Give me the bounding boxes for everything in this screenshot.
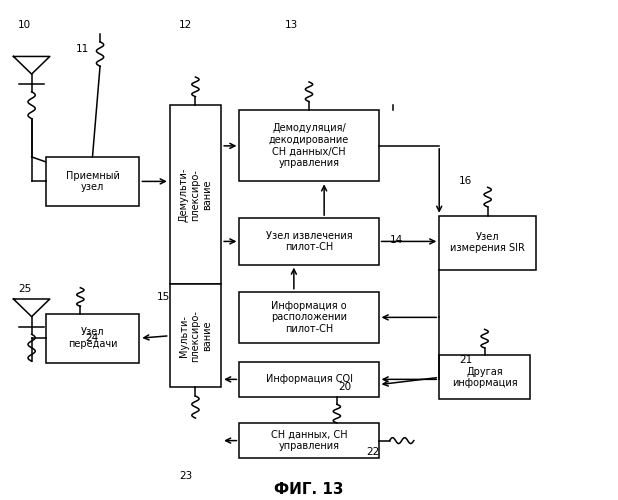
Text: Другая
информация: Другая информация [452,366,517,388]
Bar [170,106,221,284]
Text: СН данных, СН
управления: СН данных, СН управления [271,430,347,452]
Text: ФИГ. 13: ФИГ. 13 [274,482,344,496]
Bar [46,157,140,206]
Text: 11: 11 [76,44,89,54]
Text: 16: 16 [459,176,472,186]
Bar [239,292,379,343]
Text: 21: 21 [459,355,472,365]
Text: Информация о
расположении
пилот-СН: Информация о расположении пилот-СН [271,301,347,334]
Bar [239,423,379,458]
Text: Приемный
узел: Приемный узел [66,170,119,192]
Text: Демодуляция/
декодирование
СН данных/СН
управления: Демодуляция/ декодирование СН данных/СН … [269,124,349,168]
Text: 25: 25 [19,284,32,294]
Text: 12: 12 [179,20,192,30]
Text: 23: 23 [179,472,192,482]
Text: 14: 14 [390,235,404,245]
Text: 20: 20 [338,382,351,392]
Text: Информация CQI: Информация CQI [266,374,352,384]
Bar [239,110,379,182]
Text: 22: 22 [366,447,380,457]
Bar [170,284,221,387]
Bar [239,362,379,397]
Bar [439,216,536,270]
Text: Узел извлечения
пилот-СН: Узел извлечения пилот-СН [266,230,352,252]
Text: 10: 10 [19,20,32,30]
Text: Демульти-
плексиро-
вание: Демульти- плексиро- вание [179,168,212,222]
Bar [439,356,530,400]
Bar [239,218,379,264]
Text: Узел
передачи: Узел передачи [68,328,117,349]
Text: 15: 15 [156,292,169,302]
Text: Мульти-
плексиро-
вание: Мульти- плексиро- вание [179,310,212,362]
Text: 13: 13 [285,20,298,30]
Text: 24: 24 [85,333,98,343]
Text: Узел
измерения SIR: Узел измерения SIR [451,232,525,254]
Bar [46,314,140,362]
